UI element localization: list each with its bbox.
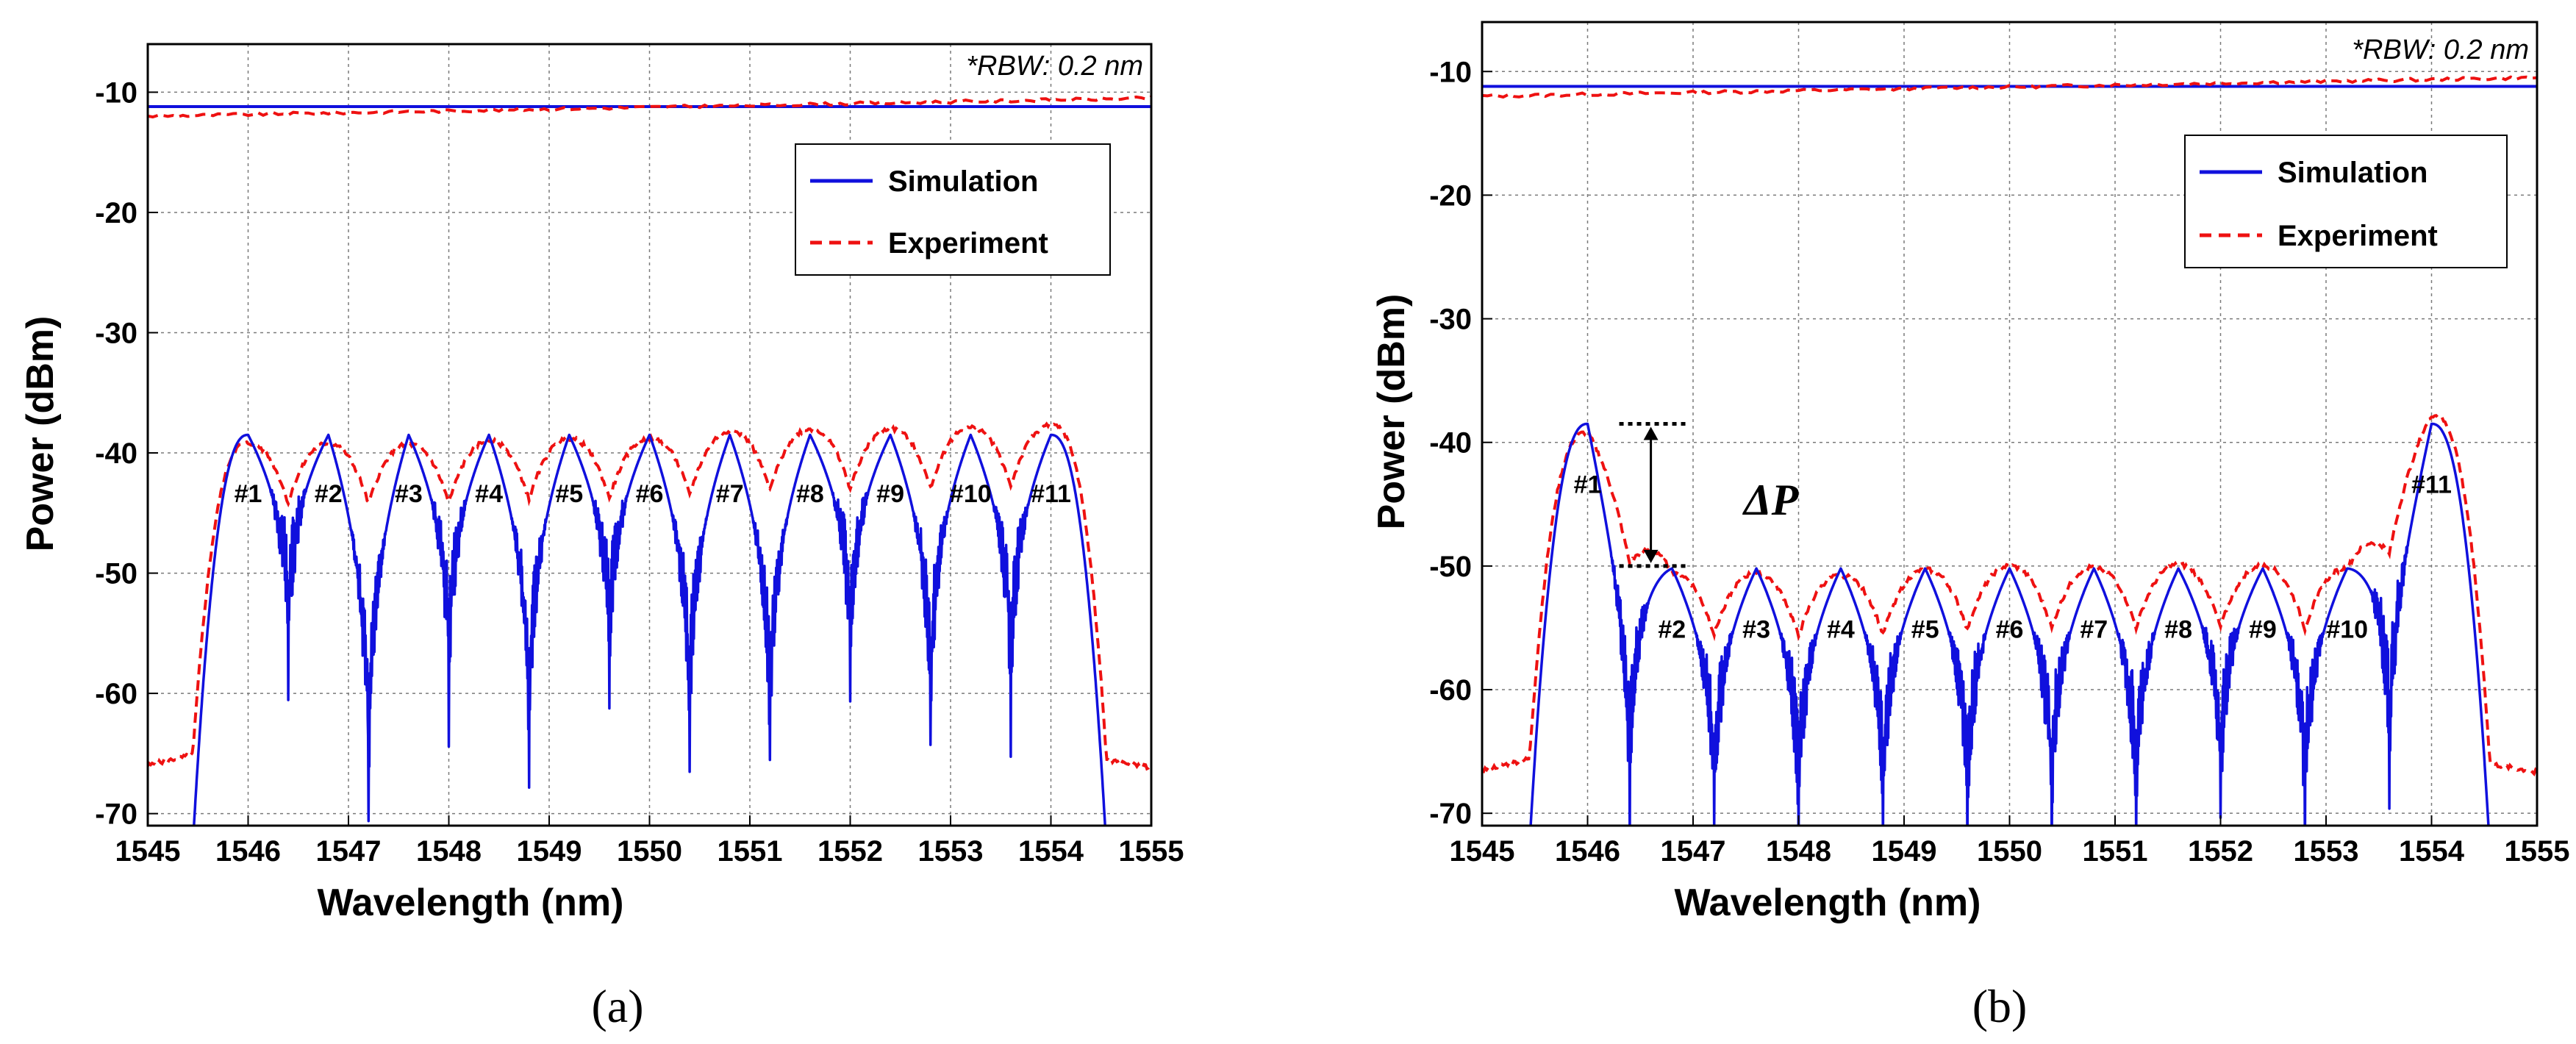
panel-b-x-tick-label: 1547 (1661, 835, 1726, 868)
panel-a-x-tick-label: 1546 (215, 835, 281, 868)
panel-b-legend: Simulation Experiment (2184, 135, 2508, 268)
panel-a-y-tick-label: -40 (95, 437, 137, 470)
panel-a-peak-label: #6 (636, 480, 664, 508)
panel-b-rbw-note: *RBW: 0.2 nm (2352, 35, 2529, 65)
panel-a-x-tick-label: 1547 (316, 835, 382, 868)
panel-b-x-tick-label: 1555 (2505, 835, 2570, 868)
panel-b-y-tick-label: -50 (1429, 551, 1472, 583)
panel-b-x-ticks: 1545 1546 1547 1548 1549 1550 1551 1552 1553 1554… (1450, 815, 2570, 868)
panel-b-peak-label: #7 (2080, 615, 2108, 643)
panel-a-y-tick-label: -70 (95, 798, 137, 831)
panel-b-y-tick-label: -60 (1429, 674, 1472, 707)
panel-a-traces (148, 95, 1151, 826)
panel-a-y-tick-label: -20 (95, 197, 137, 229)
panel-a-legend-experiment-label: Experiment (888, 227, 1048, 260)
panel-a-simulation-trace (193, 433, 1106, 826)
panel-a-y-axis-title: Power (dBm) (19, 316, 62, 552)
panel-b-peak-label: #4 (1827, 615, 1855, 643)
panel-b-peak-label: #5 (1911, 615, 1939, 643)
panel-a-experiment-input-level (148, 95, 1151, 119)
panel-a-peak-label: #2 (315, 480, 343, 508)
panel-b-y-ticks: -70 -60 -50 -40 -30 -20 -10 (1429, 56, 1492, 830)
panel-b-peak-label: #9 (2249, 615, 2277, 643)
panel-a-x-axis-title: Wavelength (nm) (318, 882, 624, 924)
panel-b-x-tick-label: 1553 (2294, 835, 2359, 868)
panel-a-chart: 1545 1546 1547 1548 1549 1550 1551 1552 1553 1554… (19, 43, 1184, 1032)
panel-b-peak-label: #1 (1574, 471, 1602, 499)
panel-a-y-tick-label: -30 (95, 317, 137, 349)
panel-a-peak-label: #8 (796, 480, 824, 508)
panel-a-experiment-trace (148, 421, 1151, 771)
panel-b-x-tick-label: 1551 (2083, 835, 2148, 868)
panel-b-y-tick-label: -30 (1429, 304, 1472, 336)
panel-a-y-tick-label: -60 (95, 678, 137, 710)
panel-b-legend-experiment-label: Experiment (2278, 220, 2438, 252)
panel-a-x-tick-label: 1545 (115, 835, 181, 868)
panel-b-y-tick-label: -40 (1429, 427, 1472, 460)
panel-b-legend-simulation-label: Simulation (2278, 157, 2427, 189)
panel-b-x-tick-label: 1548 (1766, 835, 1831, 868)
panel-a-x-tick-label: 1555 (1119, 835, 1184, 868)
panel-b-x-tick-label: 1545 (1450, 835, 1515, 868)
panel-b-y-tick-label: -70 (1429, 798, 1472, 830)
panel-b-legend-box (2184, 135, 2508, 268)
panel-a-peak-label: #5 (555, 480, 583, 508)
panel-b-experiment-input-level (1482, 75, 2537, 99)
panel-b-peak-label: #10 (2326, 615, 2368, 643)
panel-a-peak-label: #1 (235, 480, 262, 508)
panel-a-x-tick-label: 1548 (416, 835, 482, 868)
panel-b-caption: (b) (1972, 980, 2028, 1032)
panel-a-caption: (a) (591, 980, 643, 1032)
panel-a-x-ticks: 1545 1546 1547 1548 1549 1550 1551 1552 1553 1554… (115, 815, 1184, 868)
panel-a-x-tick-label: 1550 (617, 835, 682, 868)
panel-a-peak-label: #3 (395, 480, 423, 508)
panel-b-peak-label: #6 (1996, 615, 2024, 643)
panel-a-peak-label: #9 (876, 480, 904, 508)
panel-b-y-tick-label: -20 (1429, 179, 1472, 212)
panel-a-legend-simulation-label: Simulation (888, 165, 1038, 198)
panel-b-y-axis-title: Power (dBm) (1370, 294, 1413, 530)
panel-a-rbw-note: *RBW: 0.2 nm (966, 51, 1143, 82)
panel-b-peak-labels: #1 #2 #3 #4 #5 #6 #7 #8 #9 #10 #11 (1574, 471, 2452, 644)
panel-b-peak-label: #8 (2164, 615, 2192, 643)
delta-p-arrow-head-up (1643, 426, 1659, 440)
panel-b-x-axis-title: Wavelength (nm) (1675, 882, 1981, 924)
panel-b-peak-label: #11 (2411, 471, 2452, 499)
panel-b-experiment-trace (1482, 414, 2537, 777)
panel-a-legend: Simulation Experiment (795, 143, 1111, 276)
panel-a-peak-label: #7 (716, 480, 744, 508)
panel-b-peak-label: #3 (1742, 615, 1770, 643)
panel-b-x-tick-label: 1549 (1872, 835, 1937, 868)
panel-a-peak-label: #11 (1031, 480, 1071, 508)
panel-a-x-tick-label: 1554 (1018, 835, 1084, 868)
panel-b-x-tick-label: 1554 (2399, 835, 2465, 868)
panel-a-y-tick-label: -10 (95, 76, 137, 109)
panel-a-peak-label: #10 (950, 480, 992, 508)
panel-b-peak-label: #2 (1658, 615, 1686, 643)
delta-p-arrow-head-down (1643, 549, 1659, 563)
panel-a-x-tick-label: 1553 (918, 835, 984, 868)
panel-a-legend-box (795, 143, 1111, 276)
panel-a-peak-label: #4 (475, 480, 503, 508)
panel-b-delta-p-marker (1619, 422, 1688, 568)
panel-b-delta-p-label: ΔP (1742, 476, 1800, 524)
panel-b-x-tick-label: 1546 (1555, 835, 1620, 868)
panel-a-y-tick-label: -50 (95, 558, 137, 590)
panel-b-y-tick-label: -10 (1429, 56, 1472, 88)
panel-a-peak-labels: #1 #2 #3 #4 #5 #6 #7 #8 #9 #10 #11 (235, 480, 1071, 508)
panel-a-x-tick-label: 1551 (718, 835, 783, 868)
panel-b-traces (1482, 75, 2537, 826)
panel-b-simulation-trace (1529, 422, 2490, 826)
panel-b-chart: 1545 1546 1547 1548 1549 1550 1551 1552 1553 1554… (1370, 21, 2570, 1032)
panel-a-x-tick-label: 1549 (517, 835, 582, 868)
panel-a-y-ticks: -70 -60 -50 -40 -30 -20 -10 (95, 76, 158, 831)
panel-b-x-tick-label: 1550 (1977, 835, 2042, 868)
panel-b-x-tick-label: 1552 (2188, 835, 2253, 868)
panel-a-x-tick-label: 1552 (817, 835, 883, 868)
